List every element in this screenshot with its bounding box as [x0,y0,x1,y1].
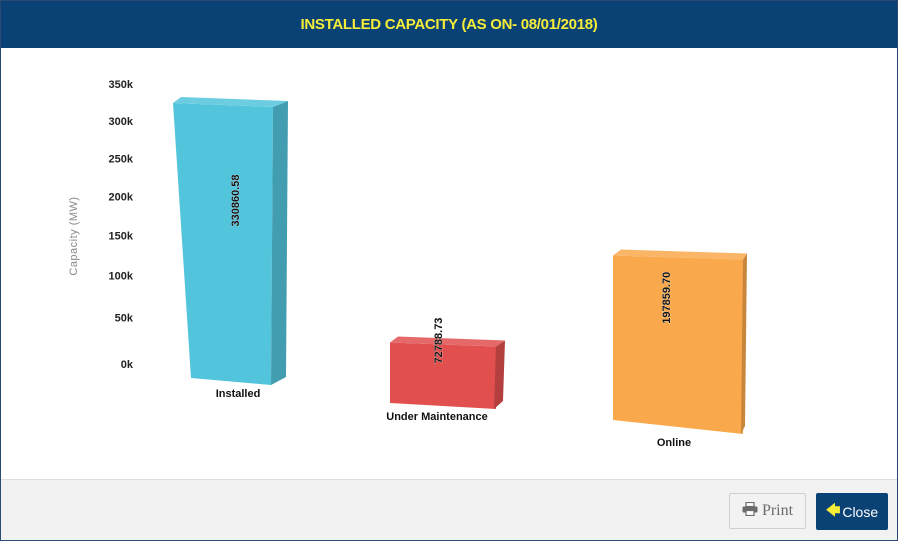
bar-top-0 [173,97,288,107]
print-button-label: Print [761,502,794,519]
chart-area: 0k 50k 100k 150k 200k 250k 300k 350k Capacity (M… [1,48,897,479]
capacity-chart: 0k 50k 100k 150k 200k 250k 300k 350k Capacity (M… [68,79,747,449]
bar-side-2 [741,253,747,434]
printer-icon [742,501,758,521]
arrow-left-icon: 🡄 [825,501,841,518]
x-category-label: Online [657,437,691,449]
modal-title: INSTALLED CAPACITY (AS ON- 08/01/2018) [300,16,598,33]
modal-footer: Print 🡄 Close [1,479,897,540]
y-tick-label: 300k [109,116,134,128]
bar-top-1 [390,336,505,347]
y-tick-label: 200k [109,192,134,204]
y-tick-label: 350k [109,79,134,91]
bar-value-label: 197859.70 [661,272,673,324]
bar-value-label: 330860.58 [230,175,242,227]
bar-side-0 [271,101,288,385]
y-tick-label: 0k [121,359,134,371]
modal-header: INSTALLED CAPACITY (AS ON- 08/01/2018) [1,1,897,48]
bar-value-label: 72788.73 [433,318,445,364]
y-tick-label: 250k [109,154,134,166]
close-button-label: Close [842,503,879,520]
close-button[interactable]: 🡄 Close [816,493,888,530]
x-category-label: Installed [216,388,261,400]
bar-front-2 [613,255,743,434]
x-category-label: Under Maintenance [386,411,487,423]
y-tick-label: 100k [109,271,134,283]
bar-side-1 [494,340,505,409]
print-button[interactable]: Print [729,493,806,529]
y-tick-label: 50k [115,312,134,324]
y-axis-title: Capacity (MW) [68,196,80,275]
bar-front-1 [390,342,496,409]
y-tick-label: 150k [109,231,134,243]
bar-front-0 [173,103,273,385]
bar-top-2 [613,249,747,260]
